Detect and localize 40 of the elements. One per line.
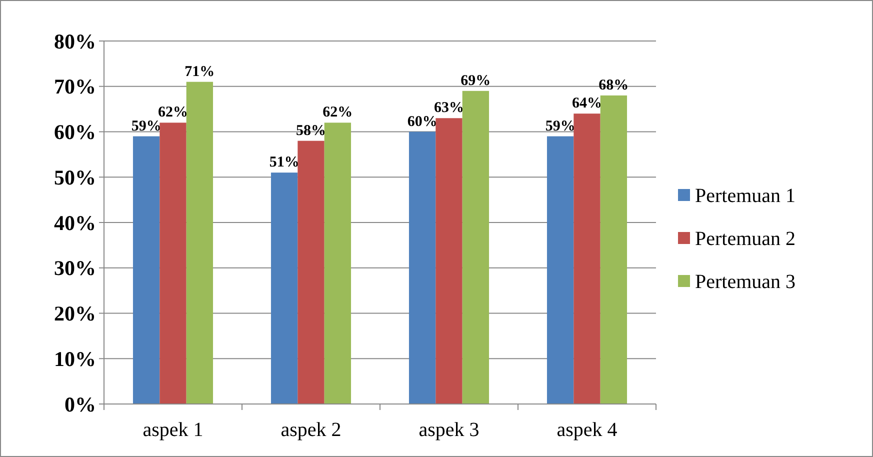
data-label: 59%: [545, 118, 576, 134]
data-label: 71%: [184, 64, 215, 80]
bar: [600, 95, 628, 404]
x-tick-label: aspek 1: [142, 419, 204, 441]
y-tick-label: 60%: [54, 120, 96, 144]
data-label: 69%: [460, 72, 491, 89]
data-label: 59%: [131, 118, 162, 134]
bar: [298, 140, 324, 404]
data-label: 62%: [322, 104, 353, 121]
x-tick-label: aspek 4: [556, 419, 618, 441]
y-tick-label: 70%: [54, 74, 96, 99]
bar: [462, 90, 490, 404]
y-tick-label: 20%: [54, 302, 96, 326]
bar: [270, 172, 298, 404]
x-tick-label: aspek 2: [280, 419, 342, 441]
data-label: 60%: [407, 114, 438, 130]
data-label: 51%: [269, 154, 300, 171]
legend-label: Pertemuan 2: [695, 228, 796, 250]
x-tick-label: aspek 3: [418, 419, 480, 441]
bar: [160, 122, 186, 404]
data-label: 68%: [598, 77, 629, 94]
legend-label: Pertemuan 1: [695, 185, 796, 207]
bar: [546, 136, 574, 404]
bar: [132, 136, 160, 404]
y-tick-label: 80%: [54, 29, 96, 54]
y-tick-label: 30%: [54, 256, 96, 280]
bar: [324, 122, 352, 404]
data-label: 58%: [296, 122, 326, 139]
bar: [574, 114, 600, 404]
y-tick-label: 10%: [54, 346, 96, 371]
data-label: 63%: [434, 100, 464, 116]
legend-label: Pertemuan 3: [695, 271, 796, 293]
y-tick-label: 50%: [54, 165, 96, 190]
data-label: 62%: [158, 104, 188, 121]
data-label: 64%: [572, 96, 602, 112]
bar: [186, 82, 214, 404]
y-tick-label: 0%: [64, 392, 96, 416]
bar: [408, 132, 436, 404]
y-tick-label: 40%: [54, 210, 96, 235]
bar: [436, 118, 462, 404]
